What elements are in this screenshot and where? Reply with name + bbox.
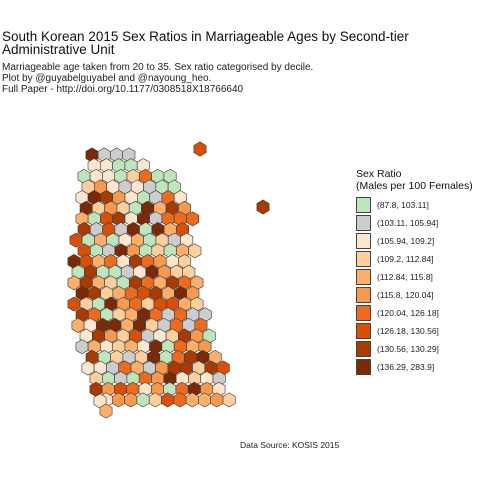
legend-item: (126.18, 130.56]	[356, 322, 480, 340]
legend-item: (136.29, 283.9]	[356, 358, 480, 376]
legend-swatch	[356, 233, 371, 249]
legend-swatch	[356, 359, 371, 375]
legend-items: (87.8, 103.11] (103.11, 105.94] (105.94, 1…	[356, 196, 480, 376]
legend-swatch	[356, 215, 371, 231]
legend-label: (112.84, 115.8]	[377, 272, 433, 282]
legend-item: (130.56, 130.29]	[356, 340, 480, 358]
legend-item: (87.8, 103.11]	[356, 196, 480, 214]
legend-label: (115.8, 120.04]	[377, 290, 434, 300]
region-hex	[67, 296, 81, 312]
hex-map	[67, 141, 270, 419]
legend-label: (109.2, 112.84]	[377, 254, 434, 264]
map-title: South Korean 2015 Sex Ratios in Marriage…	[2, 29, 409, 57]
data-source-caption: Data Source: KOSIS 2015	[240, 440, 340, 450]
legend-label: (120.04, 126.18]	[377, 308, 439, 318]
legend-item: (105.94, 109.2]	[356, 232, 480, 250]
legend-swatch	[356, 305, 371, 321]
legend-item: (120.04, 126.18]	[356, 304, 480, 322]
legend-label: (126.18, 130.56]	[377, 326, 439, 336]
legend-item: (115.8, 120.04]	[356, 286, 480, 304]
legend: Sex Ratio (Males per 100 Females) (87.8,…	[356, 168, 480, 376]
legend-swatch	[356, 287, 371, 303]
subtitle-line-1: Marriageable age taken from 20 to 35. Se…	[2, 62, 314, 73]
region-hex	[188, 243, 202, 259]
region-hex	[69, 232, 83, 248]
legend-swatch	[356, 341, 371, 357]
subtitle-line-3: Full Paper - http://doi.org/10.1177/0308…	[2, 84, 244, 95]
region-hex	[222, 392, 236, 408]
region-hex	[81, 360, 95, 376]
map-subtitle: Marriageable age taken from 20 to 35. Se…	[2, 62, 472, 95]
region-hex	[67, 275, 81, 291]
legend-swatch	[356, 251, 371, 267]
legend-item: (109.2, 112.84]	[356, 250, 480, 268]
region-hex	[186, 211, 200, 227]
legend-label: (105.94, 109.2]	[377, 236, 435, 246]
region-hex	[75, 339, 89, 355]
legend-item: (112.84, 115.8]	[356, 268, 480, 286]
legend-swatch	[356, 197, 371, 213]
header: South Korean 2015 Sex Ratios in Marriage…	[2, 30, 472, 95]
legend-title: Sex Ratio (Males per 100 Females)	[356, 168, 473, 192]
subtitle-line-2: Plot by @guyabelguyabel and @nayoung_heo…	[2, 73, 212, 84]
legend-swatch	[356, 323, 371, 339]
region-hex	[256, 199, 270, 215]
legend-label: (130.56, 130.29]	[377, 344, 439, 354]
region-hex	[71, 317, 85, 333]
region-hex	[99, 403, 113, 419]
legend-label: (136.29, 283.9]	[377, 362, 435, 372]
legend-swatch	[356, 269, 371, 285]
legend-label: (87.8, 103.11]	[377, 200, 429, 210]
legend-item: (103.11, 105.94]	[356, 214, 480, 232]
legend-label: (103.11, 105.94]	[377, 218, 439, 228]
region-hex	[193, 141, 207, 157]
